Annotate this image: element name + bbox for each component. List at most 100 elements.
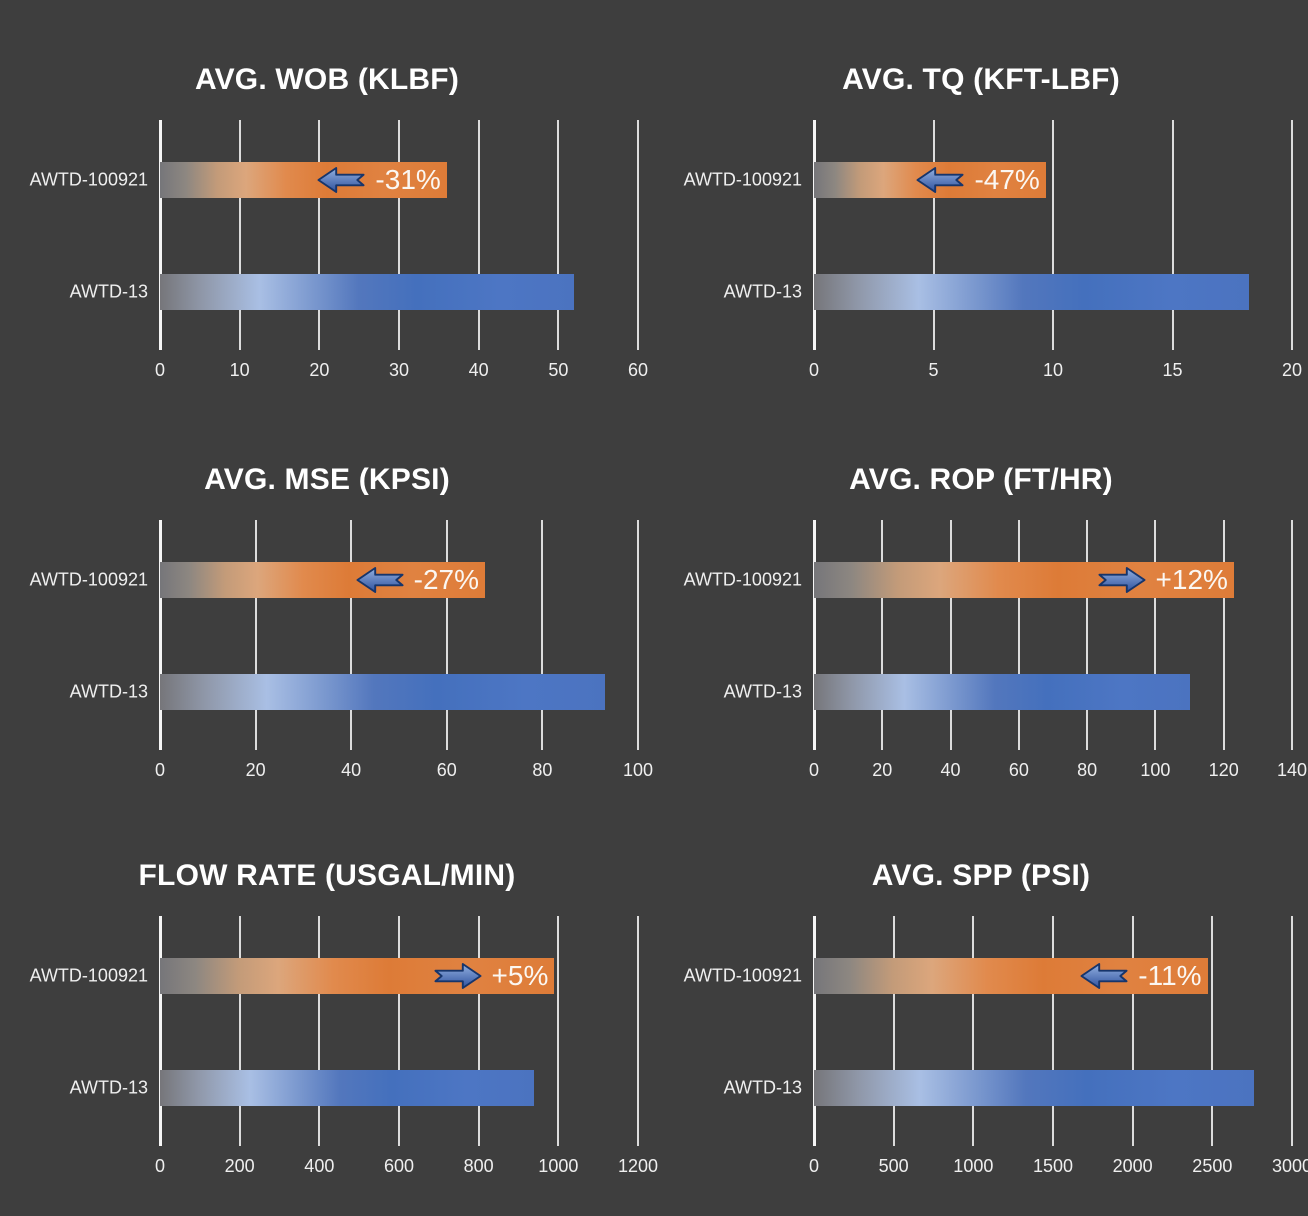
- x-tick-label: 120: [1208, 760, 1239, 780]
- gridline: [398, 916, 400, 1146]
- gridline: [881, 520, 884, 750]
- bar-awtd-100921: +5%: [160, 958, 555, 994]
- x-tick-label: 200: [224, 1156, 255, 1176]
- x-tick-label: 50: [548, 360, 569, 380]
- gridline: [541, 520, 544, 750]
- x-tick-label: 60: [627, 360, 649, 380]
- x-tick-label: 10: [1042, 360, 1064, 380]
- bar-awtd-100921: -31%: [160, 162, 447, 198]
- decrease-arrow-icon: [1080, 963, 1128, 989]
- delta-text: -11%: [1138, 960, 1202, 991]
- value-axis-line: [813, 520, 816, 750]
- bar-awtd-13: [160, 1070, 535, 1106]
- increase-arrow-icon: [1098, 567, 1146, 593]
- bar-awtd-100921: -11%: [814, 958, 1208, 994]
- chart-title: AVG. WOB (KLBF): [194, 63, 460, 96]
- gridline: [932, 120, 935, 350]
- x-tick-label: 400: [304, 1156, 335, 1176]
- category-label-awtd-13: AWTD-13: [723, 681, 802, 702]
- x-tick-label: 1000: [538, 1156, 579, 1176]
- plot-area: +5%: [159, 916, 639, 1146]
- x-tick-label: 500: [878, 1156, 909, 1176]
- bar-awtd-100921: -27%: [160, 562, 486, 598]
- gridline: [1086, 520, 1089, 750]
- x-tick-label: 30: [388, 360, 410, 380]
- gridline: [972, 916, 975, 1146]
- value-axis-line: [813, 916, 816, 1146]
- value-axis-line: [159, 120, 162, 350]
- bar-awtd-100921: +12%: [814, 562, 1234, 598]
- category-label-awtd-13: AWTD-13: [723, 1077, 802, 1098]
- chart-avg-spp: AVG. SPP (PSI) -11% AWTD-100921 AWTD-13 0…: [654, 796, 1308, 1216]
- gridline: [398, 120, 400, 350]
- category-label-awtd-13: AWTD-13: [69, 681, 148, 702]
- gridline: [238, 916, 241, 1146]
- x-tick-label: 1500: [1032, 1156, 1074, 1176]
- x-tick-label: 40: [940, 760, 961, 780]
- x-axis: 0 20 40 60 80 100: [155, 750, 653, 794]
- gridline: [1052, 120, 1054, 350]
- category-label-awtd-100921: AWTD-100921: [683, 965, 802, 986]
- x-tick-label: 0: [154, 360, 166, 380]
- delta-label: -47%: [916, 162, 1040, 198]
- x-axis: 0 500 1000 1500 2000 2500 3000: [809, 1146, 1308, 1190]
- chart-title: AVG. SPP (PSI): [871, 859, 1091, 892]
- chart-title: AVG. ROP (FT/HR): [849, 463, 1113, 496]
- decrease-arrow-icon: [916, 167, 964, 193]
- gridline: [949, 520, 952, 750]
- plot-area: -31%: [159, 120, 639, 350]
- gridline: [477, 120, 480, 350]
- chart-avg-mse: AVG. MSE (KPSI) -27% AWTD-100921 AWTD-13 …: [0, 400, 654, 796]
- chart-title: FLOW RATE (USGAL/MIN): [138, 859, 516, 892]
- x-tick-label: 80: [1077, 760, 1098, 780]
- x-tick-label: 5: [928, 360, 939, 380]
- category-label-awtd-100921: AWTD-100921: [29, 569, 148, 590]
- x-tick-label: 20: [245, 760, 266, 780]
- gridline: [1222, 520, 1225, 750]
- value-axis-line: [813, 120, 816, 350]
- x-tick-label: 100: [1140, 760, 1171, 780]
- x-tick-label: 20: [872, 760, 893, 780]
- category-label-awtd-13: AWTD-13: [69, 281, 148, 302]
- plot-area: -11%: [813, 916, 1293, 1146]
- x-axis: 0 5 10 15 20: [809, 350, 1302, 394]
- x-tick-label: 20: [1281, 360, 1303, 380]
- plot-area: -47%: [813, 120, 1293, 350]
- bar-awtd-100921: -47%: [814, 162, 1046, 198]
- category-label-awtd-100921: AWTD-100921: [683, 569, 802, 590]
- x-tick-label: 40: [468, 360, 489, 380]
- category-label-awtd-13: AWTD-13: [69, 1077, 148, 1098]
- gridline: [350, 520, 353, 750]
- gridline: [318, 120, 321, 350]
- value-axis-line: [159, 520, 162, 750]
- x-tick-label: 15: [1162, 360, 1183, 380]
- chart-avg-wob: AVG. WOB (KLBF) -31% AWTD-100921 AWTD-13 …: [0, 0, 654, 400]
- chart-body: +12% AWTD-100921 AWTD-13: [654, 520, 1308, 750]
- x-tick-label: 0: [154, 760, 166, 780]
- gridline: [637, 520, 639, 750]
- gridline: [557, 916, 560, 1146]
- x-axis: 0 10 20 30 40 50 60: [155, 350, 648, 394]
- delta-text: +5%: [491, 960, 549, 991]
- gridline: [1171, 120, 1174, 350]
- x-tick-label: 2000: [1112, 1156, 1153, 1176]
- category-label-awtd-100921: AWTD-100921: [683, 169, 802, 190]
- gridline: [1291, 520, 1293, 750]
- gridline: [557, 120, 560, 350]
- chart-flow-rate: FLOW RATE (USGAL/MIN) +5% AWTD-100921 AWT…: [0, 796, 658, 1216]
- gridline: [1052, 916, 1054, 1146]
- gridline: [637, 120, 639, 350]
- x-tick-label: 0: [808, 760, 820, 780]
- delta-label: -31%: [317, 162, 441, 198]
- bar-awtd-13: [814, 674, 1190, 710]
- bar-awtd-13: [814, 1070, 1254, 1106]
- gridline: [238, 120, 241, 350]
- x-tick-label: 60: [436, 760, 457, 780]
- chart-body: -31% AWTD-100921 AWTD-13: [0, 120, 654, 350]
- x-tick-label: 40: [341, 760, 362, 780]
- x-tick-label: 0: [808, 1156, 820, 1176]
- gridline: [1131, 916, 1134, 1146]
- value-axis-line: [159, 916, 162, 1146]
- x-axis: 0 200 400 600 800 1000 1200: [155, 1146, 658, 1190]
